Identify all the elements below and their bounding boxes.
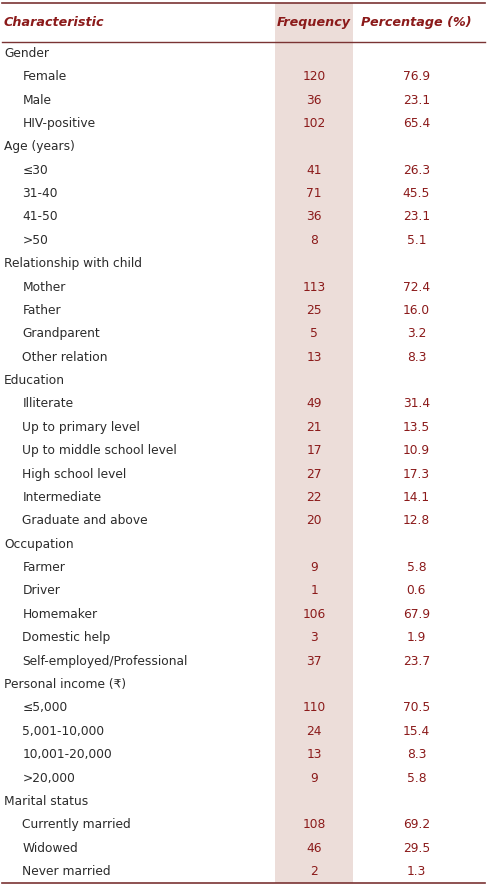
Text: 65.4: 65.4 — [403, 117, 430, 130]
Text: 13: 13 — [306, 748, 322, 761]
Text: Education: Education — [4, 374, 65, 387]
Text: Never married: Never married — [22, 865, 111, 878]
Text: Driver: Driver — [22, 584, 60, 597]
Text: 1: 1 — [310, 584, 318, 597]
Text: Intermediate: Intermediate — [22, 491, 101, 504]
Text: Personal income (₹): Personal income (₹) — [4, 678, 126, 691]
Text: Illiterate: Illiterate — [22, 397, 74, 411]
Text: 14.1: 14.1 — [403, 491, 430, 504]
Text: HIV-positive: HIV-positive — [22, 117, 95, 130]
Text: 5.8: 5.8 — [407, 772, 426, 784]
Text: ≤30: ≤30 — [22, 164, 48, 177]
Text: 37: 37 — [306, 655, 322, 667]
Text: Domestic help: Domestic help — [22, 631, 111, 644]
Bar — [275, 3, 353, 883]
Text: Graduate and above: Graduate and above — [22, 514, 148, 527]
Text: 26.3: 26.3 — [403, 164, 430, 177]
Text: 13.5: 13.5 — [403, 421, 430, 434]
Text: Mother: Mother — [22, 281, 66, 294]
Text: 13: 13 — [306, 350, 322, 364]
Text: 9: 9 — [310, 772, 318, 784]
Text: 5.8: 5.8 — [407, 561, 426, 574]
Text: 110: 110 — [302, 702, 326, 714]
Text: 69.2: 69.2 — [403, 819, 430, 831]
Text: Male: Male — [22, 94, 52, 106]
Text: 25: 25 — [306, 304, 322, 317]
Text: Characteristic: Characteristic — [4, 16, 104, 28]
Text: 70.5: 70.5 — [403, 702, 430, 714]
Text: 67.9: 67.9 — [403, 608, 430, 621]
Text: 29.5: 29.5 — [403, 842, 430, 855]
Text: 5.1: 5.1 — [407, 234, 426, 247]
Text: 41: 41 — [306, 164, 322, 177]
Text: 20: 20 — [306, 514, 322, 527]
Text: 45.5: 45.5 — [403, 187, 430, 200]
Text: 8: 8 — [310, 234, 318, 247]
Text: 8.3: 8.3 — [407, 350, 426, 364]
Text: 5: 5 — [310, 327, 318, 341]
Text: Widowed: Widowed — [22, 842, 78, 855]
Text: 17.3: 17.3 — [403, 467, 430, 481]
Text: 113: 113 — [302, 281, 326, 294]
Text: 5,001-10,000: 5,001-10,000 — [22, 725, 105, 738]
Text: Gender: Gender — [4, 47, 49, 60]
Text: 22: 22 — [306, 491, 322, 504]
Text: 72.4: 72.4 — [403, 281, 430, 294]
Text: 24: 24 — [306, 725, 322, 738]
Text: 15.4: 15.4 — [403, 725, 430, 738]
Text: 23.1: 23.1 — [403, 94, 430, 106]
Text: 31-40: 31-40 — [22, 187, 58, 200]
Text: 2: 2 — [310, 865, 318, 878]
Text: Frequency: Frequency — [277, 16, 351, 28]
Text: 3: 3 — [310, 631, 318, 644]
Text: 41-50: 41-50 — [22, 211, 58, 223]
Text: Currently married: Currently married — [22, 819, 131, 831]
Text: Age (years): Age (years) — [4, 141, 75, 153]
Text: Percentage (%): Percentage (%) — [361, 16, 472, 28]
Text: 1.3: 1.3 — [407, 865, 426, 878]
Text: Homemaker: Homemaker — [22, 608, 97, 621]
Text: 12.8: 12.8 — [403, 514, 430, 527]
Text: 106: 106 — [302, 608, 326, 621]
Text: 36: 36 — [306, 94, 322, 106]
Text: 10.9: 10.9 — [403, 444, 430, 458]
Text: 27: 27 — [306, 467, 322, 481]
Text: 9: 9 — [310, 561, 318, 574]
Text: 120: 120 — [302, 70, 326, 83]
Text: Other relation: Other relation — [22, 350, 108, 364]
Text: 1.9: 1.9 — [407, 631, 426, 644]
Text: 71: 71 — [306, 187, 322, 200]
Text: Father: Father — [22, 304, 61, 317]
Text: 10,001-20,000: 10,001-20,000 — [22, 748, 112, 761]
Text: 102: 102 — [302, 117, 326, 130]
Text: 36: 36 — [306, 211, 322, 223]
Text: >50: >50 — [22, 234, 48, 247]
Text: ≤5,000: ≤5,000 — [22, 702, 68, 714]
Text: 16.0: 16.0 — [403, 304, 430, 317]
Text: 46: 46 — [306, 842, 322, 855]
Text: 49: 49 — [306, 397, 322, 411]
Text: Up to middle school level: Up to middle school level — [22, 444, 177, 458]
Text: >20,000: >20,000 — [22, 772, 75, 784]
Text: Female: Female — [22, 70, 67, 83]
Text: 17: 17 — [306, 444, 322, 458]
Text: 108: 108 — [302, 819, 326, 831]
Text: 23.1: 23.1 — [403, 211, 430, 223]
Text: Relationship with child: Relationship with child — [4, 258, 142, 270]
Text: Self-employed/Professional: Self-employed/Professional — [22, 655, 188, 667]
Text: 31.4: 31.4 — [403, 397, 430, 411]
Text: 8.3: 8.3 — [407, 748, 426, 761]
Text: Farmer: Farmer — [22, 561, 65, 574]
Text: Grandparent: Grandparent — [22, 327, 100, 341]
Text: 21: 21 — [306, 421, 322, 434]
Text: High school level: High school level — [22, 467, 127, 481]
Text: Marital status: Marital status — [4, 795, 88, 808]
Text: 0.6: 0.6 — [407, 584, 426, 597]
Text: 23.7: 23.7 — [403, 655, 430, 667]
Text: 3.2: 3.2 — [407, 327, 426, 341]
Text: Occupation: Occupation — [4, 538, 74, 550]
Text: Up to primary level: Up to primary level — [22, 421, 140, 434]
Text: 76.9: 76.9 — [403, 70, 430, 83]
